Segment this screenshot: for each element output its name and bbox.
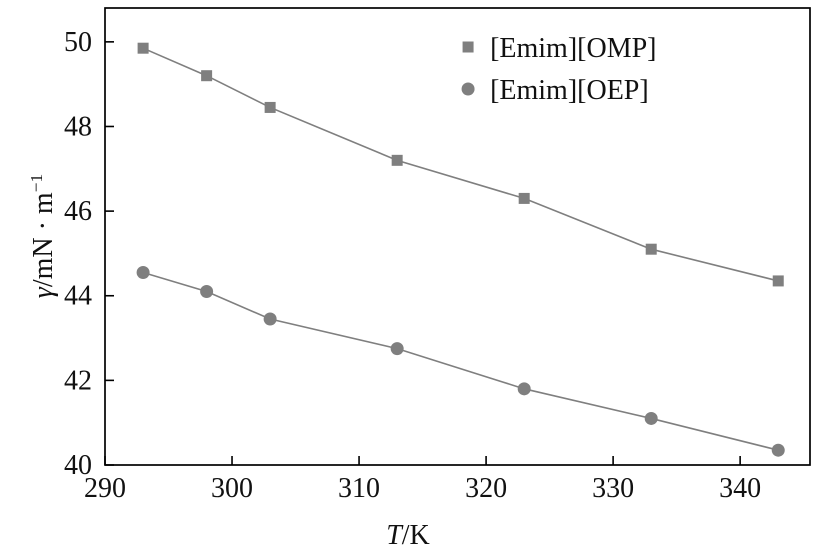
series-0-marker	[264, 101, 276, 113]
x-tick-label: 320	[465, 473, 507, 504]
series-1-marker	[200, 285, 214, 299]
y-tick-label: 42	[64, 365, 92, 396]
y-tick-label: 40	[64, 450, 92, 481]
series-0-marker	[391, 154, 403, 166]
x-tick-label: 340	[719, 473, 761, 504]
series-1-marker	[644, 411, 658, 425]
x-tick-label: 310	[338, 473, 380, 504]
series-0-marker	[518, 192, 530, 204]
series-0-marker	[772, 275, 784, 287]
series-0-marker	[137, 42, 149, 54]
y-tick-label: 48	[64, 111, 92, 142]
legend-label-0: [Emim][OMP]	[490, 33, 656, 64]
x-tick-label: 290	[84, 473, 126, 504]
legend-marker-0	[462, 41, 474, 53]
y-axis-exponent: −1	[27, 173, 47, 193]
series-0-marker	[201, 70, 213, 82]
x-axis-unit: /K	[401, 520, 430, 551]
x-axis-label: T/K	[0, 522, 816, 550]
y-axis-unit: /mN · m	[28, 192, 59, 288]
plot-frame	[104, 7, 811, 466]
x-tick-label: 330	[592, 473, 634, 504]
y-axis-label: γ/mN · m−1	[27, 106, 59, 366]
y-tick-label: 44	[64, 281, 92, 312]
series-line-0	[142, 47, 779, 282]
x-tick-label: 300	[211, 473, 253, 504]
series-1-marker	[390, 342, 404, 356]
y-tick-label: 50	[64, 27, 92, 58]
series-line-1	[142, 271, 779, 451]
series-1-marker	[136, 265, 150, 279]
y-tick-label: 46	[64, 196, 92, 227]
series-1-marker	[263, 312, 277, 326]
series-1-marker	[517, 382, 531, 396]
y-axis-symbol: γ	[28, 287, 59, 299]
series-1-marker	[771, 443, 785, 457]
legend-marker-1	[461, 82, 475, 96]
x-axis-symbol: T	[386, 520, 402, 551]
legend-label-1: [Emim][OEP]	[490, 75, 649, 106]
series-0-marker	[645, 243, 657, 255]
